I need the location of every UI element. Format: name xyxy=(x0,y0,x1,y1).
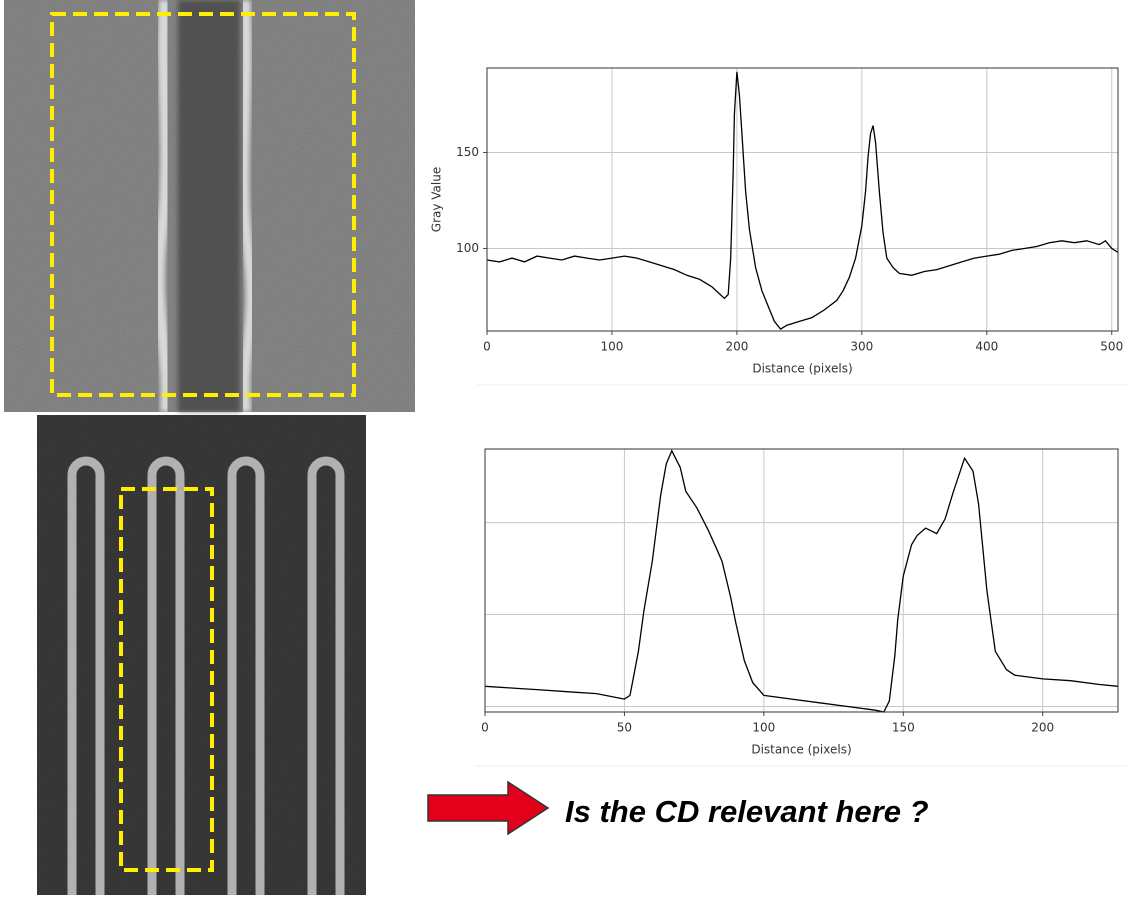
x-tick-label: 100 xyxy=(600,340,623,354)
x-tick-label: 150 xyxy=(892,721,915,735)
profile-line xyxy=(486,71,1119,330)
x-tick-label: 0 xyxy=(483,340,491,354)
y-tick-label: 100 xyxy=(456,241,479,255)
y-axis-label: Gray Value xyxy=(430,167,444,232)
x-tick-label: 0 xyxy=(481,721,489,735)
x-tick-label: 200 xyxy=(725,340,748,354)
caption: Is the CD relevant here ? xyxy=(565,794,929,829)
x-tick-label: 500 xyxy=(1100,340,1123,354)
x-tick-label: 300 xyxy=(850,340,873,354)
x-tick-label: 200 xyxy=(1031,721,1054,735)
profile-line xyxy=(484,449,1119,713)
plot-frame xyxy=(484,448,1119,713)
arrow xyxy=(427,780,550,836)
y-tick-label: 150 xyxy=(456,145,479,159)
x-axis-label: Distance (pixels) xyxy=(752,362,852,376)
x-tick-label: 50 xyxy=(617,721,632,735)
x-tick-label: 400 xyxy=(975,340,998,354)
sem-image-top xyxy=(4,0,415,413)
sem-image-bottom xyxy=(37,415,366,895)
plot-frame xyxy=(486,67,1119,332)
x-axis-label: Distance (pixels) xyxy=(751,743,851,757)
x-tick-label: 100 xyxy=(752,721,775,735)
